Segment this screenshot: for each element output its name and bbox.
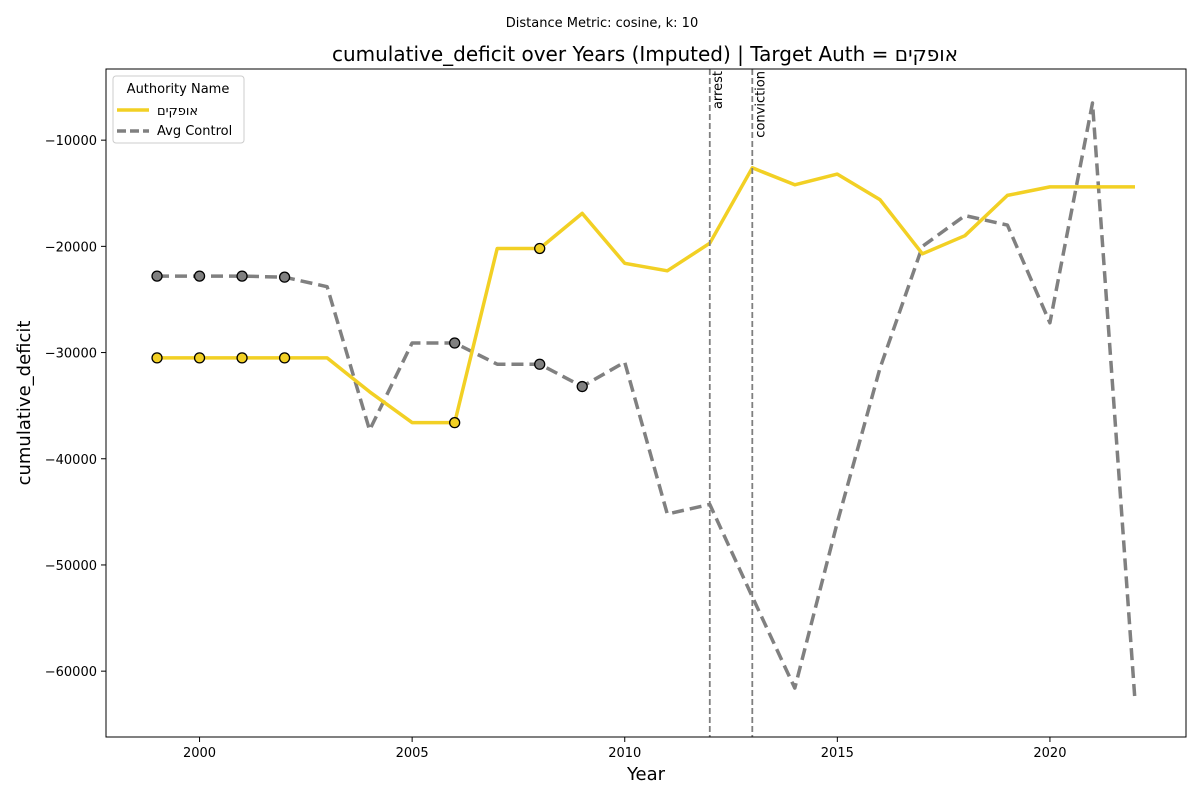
legend-label-control: Avg Control xyxy=(157,124,232,139)
legend-title: Authority Name xyxy=(127,82,230,97)
y-tick-label: −40000 xyxy=(45,453,97,468)
x-axis-label: Year xyxy=(626,764,666,785)
x-tick-label: 2000 xyxy=(183,746,216,761)
plot-area: arrest conviction xyxy=(151,69,1137,737)
imputed-marker xyxy=(278,352,291,364)
x-tick-label: 2020 xyxy=(1033,746,1066,761)
legend: Authority Name אופקים Avg Control xyxy=(112,75,245,144)
imputed-marker xyxy=(193,352,206,364)
y-axis-ticks: −60000 −50000 −40000 −30000 −20000 −10000 xyxy=(45,134,106,680)
x-tick-label: 2010 xyxy=(608,746,641,761)
imputed-marker xyxy=(151,270,163,282)
imputed-marker xyxy=(236,270,248,282)
x-axis-ticks: 2000 2005 2010 2015 2020 xyxy=(183,737,1066,761)
imputed-marker xyxy=(151,352,163,364)
imputed-marker xyxy=(576,380,588,393)
y-tick-label: −30000 xyxy=(45,347,97,362)
imputed-marker xyxy=(534,242,546,255)
axes-frame xyxy=(105,68,1187,738)
event-label-arrest: arrest xyxy=(711,71,726,109)
imputed-marker xyxy=(193,270,206,282)
imputed-marker xyxy=(449,337,461,349)
series-line-0 xyxy=(157,166,1135,425)
imputed-marker xyxy=(278,271,291,283)
y-axis-label: cumulative_deficit xyxy=(14,321,35,486)
x-tick-label: 2015 xyxy=(821,746,854,761)
chart-suptitle: Distance Metric: cosine, k: 10 xyxy=(506,16,698,31)
imputed-marker xyxy=(449,416,461,429)
x-tick-label: 2005 xyxy=(396,746,429,761)
chart-title: cumulative_deficit over Years (Imputed) … xyxy=(332,42,958,66)
series-line-1 xyxy=(157,101,1137,702)
y-tick-label: −20000 xyxy=(45,240,97,255)
y-tick-label: −60000 xyxy=(45,665,97,680)
event-label-conviction: conviction xyxy=(753,71,768,138)
y-tick-label: −10000 xyxy=(45,134,97,149)
legend-label-target: אופקים xyxy=(157,104,198,119)
legend-box xyxy=(112,75,245,144)
y-tick-label: −50000 xyxy=(45,559,97,574)
imputed-marker xyxy=(534,358,546,370)
imputed-marker xyxy=(236,352,248,364)
